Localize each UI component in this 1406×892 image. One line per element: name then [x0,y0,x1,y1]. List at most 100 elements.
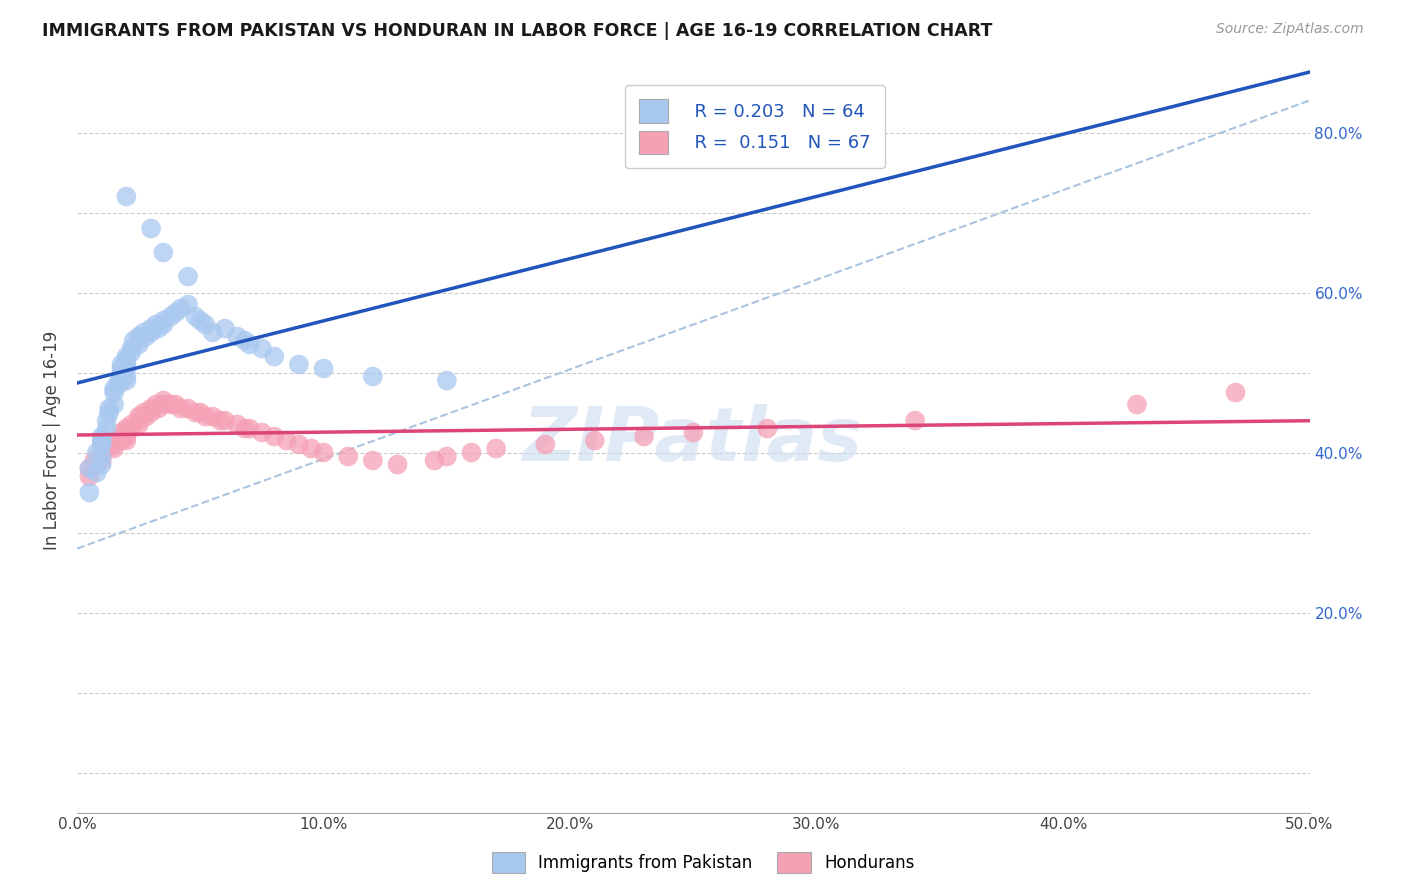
Point [194,318,217,332]
Point [148,401,170,416]
Point [201,409,224,424]
Point [152,398,174,412]
Point [239,337,262,351]
Point [436,450,458,464]
Point [128,417,150,432]
Point [120,421,142,435]
Point [120,342,142,356]
Point [96,421,118,435]
Point [188,313,211,327]
Point [115,361,138,376]
Point [90,458,112,472]
Point [96,413,118,427]
Point [115,350,138,364]
Point [128,337,150,351]
Point [583,434,606,448]
Point [169,301,191,316]
Point [233,421,256,435]
Point [159,310,181,324]
Point [90,450,112,464]
Point [361,453,384,467]
Point [159,398,181,412]
Point [1225,385,1247,400]
Point [184,310,207,324]
Point [115,421,138,435]
Point [120,345,142,359]
Point [128,413,150,427]
Point [110,434,132,448]
Point [135,409,157,424]
Point [165,398,187,412]
Point [139,321,162,335]
Point [96,442,118,456]
Point [184,405,207,419]
Point [108,377,131,392]
Point [436,374,458,388]
Point [250,425,273,440]
Point [239,421,262,435]
Point [79,469,101,483]
Point [115,425,138,440]
Point [165,305,187,319]
Point [108,429,131,443]
Point [103,385,125,400]
Point [110,369,132,384]
Point [485,442,508,456]
Point [103,442,125,456]
Point [148,321,170,335]
Legend:   R = 0.203   N = 64,   R =  0.151   N = 67: R = 0.203 N = 64, R = 0.151 N = 67 [626,85,884,169]
Point [103,398,125,412]
Point [169,401,191,416]
Point [86,458,108,472]
Point [128,329,150,343]
Text: Source: ZipAtlas.com: Source: ZipAtlas.com [1216,22,1364,37]
Point [132,326,155,340]
Text: ZIPatlas: ZIPatlas [523,404,863,477]
Point [139,221,162,235]
Point [177,401,200,416]
Point [423,453,446,467]
Point [110,358,132,372]
Point [90,437,112,451]
Point [756,421,779,435]
Point [145,398,167,412]
Point [115,189,138,203]
Point [361,369,384,384]
Point [110,425,132,440]
Point [177,269,200,284]
Point [128,334,150,348]
Point [226,329,249,343]
Point [209,413,232,427]
Point [115,434,138,448]
Point [188,405,211,419]
Point [79,485,101,500]
Point [633,429,655,443]
Point [214,321,236,335]
Point [312,445,335,459]
Point [263,429,285,443]
Point [90,445,112,459]
Point [103,382,125,396]
Legend: Immigrants from Pakistan, Hondurans: Immigrants from Pakistan, Hondurans [485,846,921,880]
Point [312,361,335,376]
Text: IMMIGRANTS FROM PAKISTAN VS HONDURAN IN LABOR FORCE | AGE 16-19 CORRELATION CHAR: IMMIGRANTS FROM PAKISTAN VS HONDURAN IN … [42,22,993,40]
Point [152,393,174,408]
Point [288,358,311,372]
Point [86,466,108,480]
Point [86,445,108,459]
Point [90,453,112,467]
Point [1126,398,1149,412]
Point [152,318,174,332]
Point [120,417,142,432]
Point [276,434,298,448]
Point [152,245,174,260]
Point [534,437,557,451]
Point [98,405,121,419]
Point [233,334,256,348]
Point [90,434,112,448]
Point [135,329,157,343]
Point [288,437,311,451]
Point [115,374,138,388]
Point [299,442,322,456]
Point [79,461,101,475]
